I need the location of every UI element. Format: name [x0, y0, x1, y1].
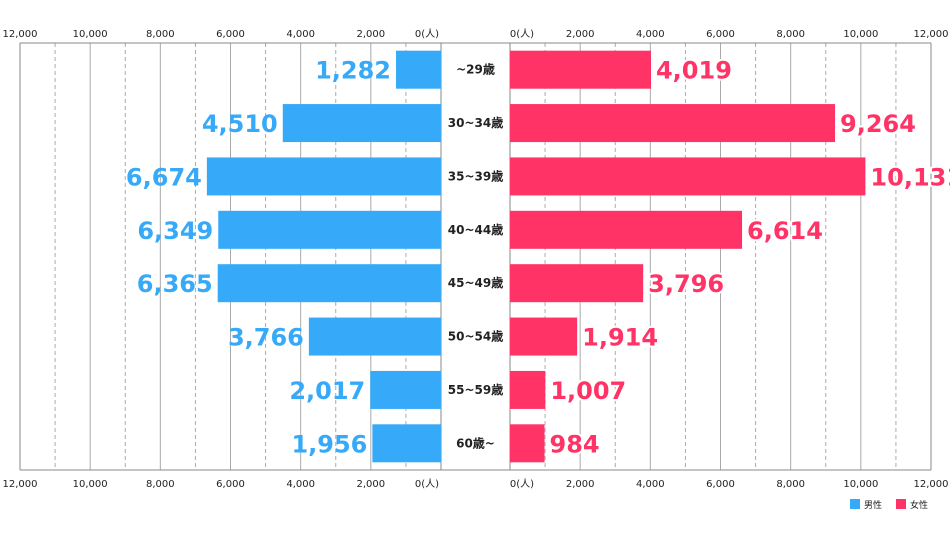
- tick-label: 2,000: [566, 479, 595, 490]
- male-bar: [218, 210, 441, 249]
- tick-label: 4,000: [636, 479, 665, 490]
- tick-label: 4,000: [636, 29, 665, 40]
- female-value-label: 9,264: [840, 110, 916, 138]
- legend-swatch-male: [850, 499, 860, 509]
- legend-swatch-female: [896, 499, 906, 509]
- tick-label: 12,000: [3, 29, 38, 40]
- male-value-label: 6,674: [126, 163, 202, 191]
- female-bar: [510, 157, 866, 196]
- tick-label: 6,000: [706, 479, 735, 490]
- male-value-label: 2,017: [289, 377, 365, 405]
- tick-label: 8,000: [776, 479, 805, 490]
- female-value-label: 984: [550, 430, 600, 458]
- female-bar: [510, 210, 743, 249]
- legend: 男性 女性: [850, 499, 928, 511]
- female-value-label: 4,019: [656, 57, 732, 85]
- tick-label: 0(人): [415, 28, 439, 40]
- tick-label: 12,000: [3, 479, 38, 490]
- category-label: 40~44歳: [448, 222, 503, 237]
- male-bar: [396, 50, 441, 89]
- category-label: 50~54歳: [448, 329, 503, 344]
- legend-label-female: 女性: [910, 499, 928, 511]
- female-value-label: 1,007: [550, 377, 626, 405]
- tick-label: 8,000: [146, 29, 175, 40]
- tick-label: 12,000: [914, 29, 949, 40]
- male-value-label: 6,365: [137, 270, 213, 298]
- female-value-label: 3,796: [648, 270, 724, 298]
- category-label: 35~39歳: [448, 168, 503, 183]
- tick-label: 6,000: [216, 29, 245, 40]
- tick-label: 8,000: [776, 29, 805, 40]
- category-label: 45~49歳: [448, 275, 503, 290]
- male-bar: [308, 317, 441, 356]
- female-value-label: 6,614: [747, 217, 823, 245]
- male-bar: [217, 264, 441, 303]
- male-bar: [206, 157, 441, 196]
- category-labels: ~29歳 30~34歳 35~39歳 40~44歳 45~49歳 50~54歳 55~59歳…: [448, 62, 503, 451]
- tick-label: 2,000: [566, 29, 595, 40]
- tick-label: 0(人): [510, 478, 534, 490]
- male-bar: [282, 104, 441, 143]
- male-bar: [372, 424, 441, 463]
- category-label: 30~34歳: [448, 115, 503, 130]
- male-value-label: 1,282: [315, 57, 391, 85]
- female-bar: [510, 264, 644, 303]
- category-label: 55~59歳: [448, 382, 503, 397]
- tick-label: 0(人): [415, 478, 439, 490]
- tick-label: 10,000: [73, 29, 108, 40]
- tick-label: 10,000: [843, 29, 878, 40]
- female-bar: [510, 424, 545, 463]
- tick-label: 4,000: [286, 479, 315, 490]
- tick-label: 8,000: [146, 479, 175, 490]
- axis-tick-labels: 0(人) 0(人) 0(人) 0(人) 2,000 2,000 2,000 2,000 4,00…: [3, 28, 949, 490]
- tick-label: 10,000: [73, 479, 108, 490]
- male-value-label: 4,510: [202, 110, 278, 138]
- female-bar: [510, 317, 578, 356]
- male-value-label: 3,766: [228, 324, 304, 352]
- tick-label: 2,000: [357, 29, 386, 40]
- female-bar: [510, 50, 651, 89]
- female-value-label: 1,914: [582, 324, 658, 352]
- male-bar: [370, 370, 441, 409]
- female-bar: [510, 370, 546, 409]
- tick-label: 6,000: [706, 29, 735, 40]
- tick-label: 4,000: [286, 29, 315, 40]
- tick-label: 10,000: [843, 479, 878, 490]
- legend-label-male: 男性: [864, 499, 882, 511]
- male-value-label: 6,349: [137, 217, 213, 245]
- tick-label: 2,000: [357, 479, 386, 490]
- bars: 1,282 4,019 4,510 9,264 6,674 10,131 6,349 6,61…: [126, 50, 950, 463]
- category-label: ~29歳: [456, 62, 495, 77]
- tick-label: 6,000: [216, 479, 245, 490]
- male-value-label: 1,956: [291, 430, 367, 458]
- tick-label: 12,000: [914, 479, 949, 490]
- female-bar: [510, 104, 836, 143]
- tick-label: 0(人): [510, 28, 534, 40]
- category-label: 60歳~: [456, 435, 495, 450]
- female-value-label: 10,131: [870, 163, 950, 191]
